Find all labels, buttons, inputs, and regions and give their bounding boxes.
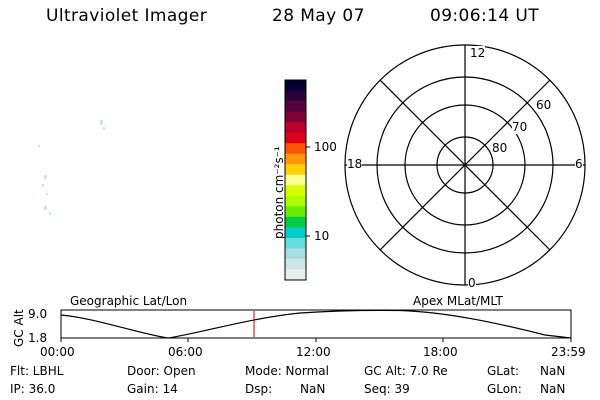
mlt-label-6: 6: [575, 157, 583, 171]
status-door: Door: Open: [127, 364, 196, 378]
date-label: 28 May 07: [272, 6, 365, 26]
status-ip: IP: 36.0: [10, 382, 56, 396]
status-gain: Gain: 14: [127, 382, 178, 396]
status-glon-label: GLon:: [487, 382, 522, 396]
timeline-right-label: Apex MLat/MLT: [413, 294, 503, 308]
colorbar-segment: [285, 153, 306, 165]
colorbar-segment: [285, 237, 306, 249]
timeline-xtick-4: 23:59: [551, 345, 586, 359]
status-glon-value: NaN: [540, 382, 566, 396]
colorbar-segment: [285, 216, 306, 228]
colorbar-segment: [285, 195, 306, 207]
status-dsp-label: Dsp:: [245, 382, 273, 396]
colorbar-segment: [285, 227, 306, 239]
timeline-ytick-min: 1.8: [28, 331, 48, 345]
colorbar-segment: [285, 185, 306, 197]
mlat-label-70: 70: [512, 120, 528, 134]
colorbar-segment: [285, 206, 306, 218]
time-label: 09:06:14 UT: [430, 6, 539, 26]
mlat-label-60: 60: [536, 98, 552, 112]
timeline-xtick-3: 18:00: [423, 345, 458, 359]
timeline-ytick-max: 9.0: [28, 307, 48, 321]
status-mode: Mode: Normal: [245, 364, 329, 378]
status-gc-alt: GC Alt: 7.0 Re: [364, 364, 448, 378]
app-title: Ultraviolet Imager: [46, 6, 208, 26]
status-seq: Seq: 39: [364, 382, 410, 396]
colorbar-tick-100: 100: [314, 140, 337, 154]
colorbar-segment: [285, 111, 306, 123]
mlat-label-80: 80: [492, 141, 508, 155]
colorbar-segment: [285, 90, 306, 102]
status-glat-value: NaN: [540, 364, 566, 378]
mlt-label-18: 18: [347, 157, 363, 171]
colorbar-segment: [285, 258, 306, 270]
colorbar-segment: [285, 164, 306, 176]
timeline-xtick-2: 12:00: [296, 345, 331, 359]
colorbar-segment: [285, 132, 306, 144]
colorbar-segment: [285, 101, 306, 113]
status-glat-label: GLat:: [487, 364, 520, 378]
timeline-xtick-1: 06:00: [168, 345, 203, 359]
colorbar-segment: [285, 174, 306, 186]
status-filter: Flt: LBHL: [10, 364, 64, 378]
status-dsp-value: NaN: [300, 382, 326, 396]
colorbar-segment: [285, 122, 306, 134]
colorbar-segment: [285, 143, 306, 155]
colorbar-segment: [285, 269, 306, 281]
timeline-left-label: Geographic Lat/Lon: [70, 294, 188, 308]
colorbar-tick-10: 10: [314, 229, 330, 243]
colorbar-segment: [285, 80, 306, 92]
mlt-label-12: 12: [470, 46, 486, 60]
timeline-xtick-0: 00:00: [40, 345, 75, 359]
colorbar-segment: [285, 248, 306, 260]
mlt-label-0: 0: [468, 276, 476, 290]
